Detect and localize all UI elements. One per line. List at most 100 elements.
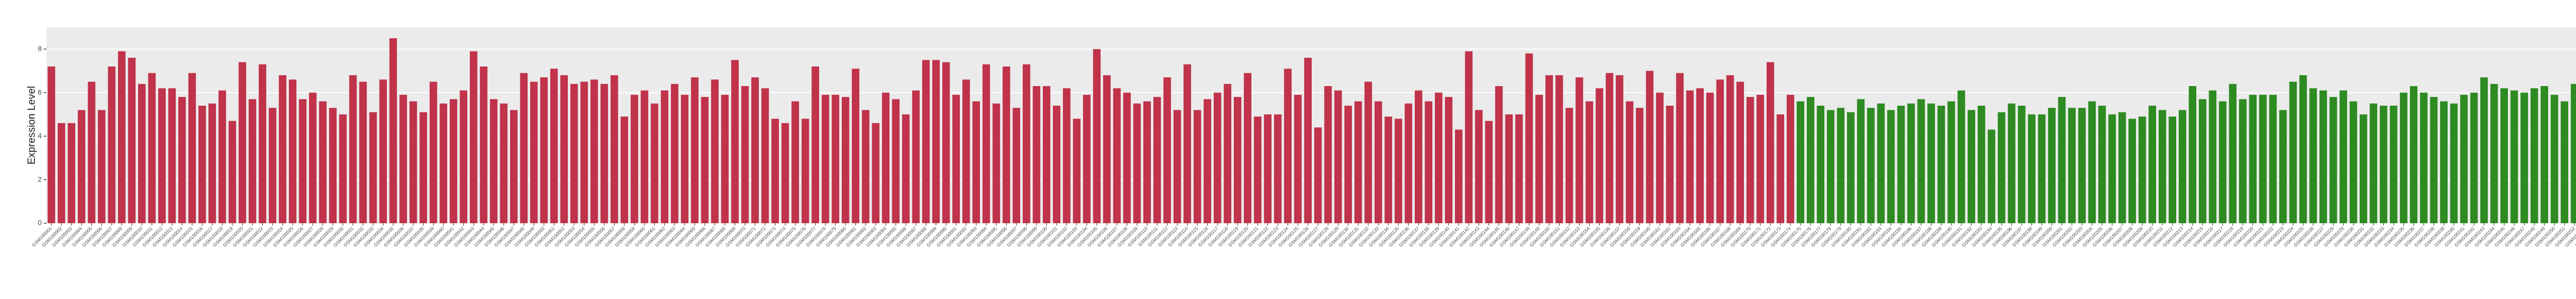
bar [751,77,759,223]
bar [2450,103,2458,223]
bar [1988,129,1995,223]
bar [1023,64,1030,224]
bar [259,64,266,224]
bar [480,67,488,223]
bar [701,97,709,223]
bar [47,67,56,223]
bar [1736,81,1744,224]
bar [2189,86,2197,223]
bar [530,81,538,224]
bar [761,88,769,223]
bar [2269,94,2277,223]
bar [1063,88,1071,223]
bar [178,97,186,223]
bar [2369,103,2378,223]
bar [821,94,829,223]
bar [2279,110,2287,223]
bar [631,94,638,223]
bar [992,103,1001,223]
bar [1786,94,1794,223]
bar [801,119,809,223]
bar [1686,90,1694,223]
bar [852,69,859,223]
bar [681,94,689,223]
bar [1103,75,1111,223]
bar [1123,92,1131,223]
bar [2440,101,2448,223]
bar [520,73,528,223]
bar [1485,121,1493,223]
bar [2198,99,2207,223]
bar [1565,108,1573,223]
bar [2128,119,2136,223]
bar [1394,119,1402,223]
bar [1596,88,1603,223]
bar [409,101,417,223]
bar [1374,101,1382,223]
bar [2400,92,2408,223]
bar [1837,108,1845,223]
bar [1525,53,1533,224]
bar [1676,73,1684,223]
bar [1907,103,1915,223]
bar [329,108,337,223]
bar [289,79,297,224]
bar [2570,84,2576,223]
bar [1977,106,1986,223]
bar [590,79,598,224]
bar [811,67,819,223]
bar [1535,94,1543,223]
bar [339,114,347,223]
bar [279,75,286,223]
bar [1304,58,1312,223]
bar [1003,67,1010,223]
bar [268,108,277,223]
bar [1545,75,1553,223]
bar [2098,106,2106,223]
bar [1334,90,1342,223]
bar [128,58,136,223]
y-tick-label: 2 [38,175,42,183]
bar [1646,71,1654,223]
y-tick-label: 0 [38,219,42,227]
bar [1927,103,1935,223]
bar [1173,110,1181,223]
bar [861,110,870,223]
bar [611,75,618,223]
bar [108,67,116,223]
bar [892,99,900,223]
bar [2239,99,2247,223]
bar [419,112,427,223]
bar [1495,86,1503,223]
bar [2490,84,2498,223]
bar [1515,114,1523,223]
bar [711,79,719,224]
bar [1133,103,1141,223]
bar [1445,97,1453,223]
bar [1746,97,1754,223]
bar [2249,94,2257,223]
bar [2299,75,2307,223]
bar [1716,79,1724,224]
bar [2520,92,2528,223]
bar [1776,114,1785,223]
bar [1324,86,1332,223]
bar [57,123,65,223]
bar [671,84,679,223]
bar [2068,108,2076,223]
bar [660,90,669,223]
bar [2561,101,2568,223]
bar [239,62,246,224]
bar [469,51,478,223]
bar [1585,101,1594,223]
bar [148,73,156,223]
bar [1274,114,1282,223]
bar [500,103,508,223]
bar [1153,97,1161,223]
bar [2088,101,2096,223]
bar [2229,84,2237,223]
bar [2118,112,2126,223]
bar [570,84,578,223]
bar [1766,62,1774,224]
bar [2168,117,2177,223]
